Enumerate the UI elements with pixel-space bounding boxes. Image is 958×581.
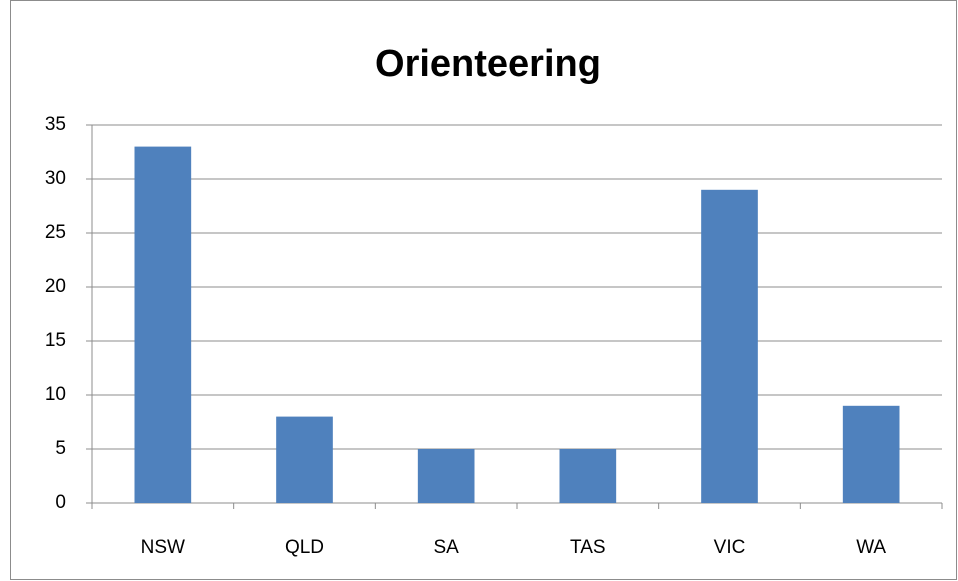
y-tick-label: 0	[55, 492, 66, 513]
bar	[559, 449, 617, 503]
chart-title: Orienteering	[375, 43, 601, 85]
x-tick-label: VIC	[714, 537, 746, 558]
x-tick-label: SA	[433, 537, 459, 558]
x-tick-label: QLD	[285, 537, 324, 558]
bar	[701, 189, 758, 504]
bar	[276, 416, 333, 503]
bar	[417, 449, 475, 503]
x-tick-label: NSW	[141, 537, 185, 558]
y-tick-label: 15	[45, 330, 66, 351]
y-tick-label: 10	[45, 384, 66, 405]
y-tick-label: 20	[45, 276, 66, 297]
x-tick-label: TAS	[570, 537, 606, 558]
y-tick-label: 30	[45, 168, 66, 189]
y-tick-label: 35	[45, 114, 66, 135]
x-tick-label: WA	[856, 537, 886, 558]
y-tick-label: 5	[55, 438, 66, 459]
bar	[134, 146, 192, 503]
bar	[842, 405, 900, 503]
y-tick-label: 25	[45, 222, 66, 243]
